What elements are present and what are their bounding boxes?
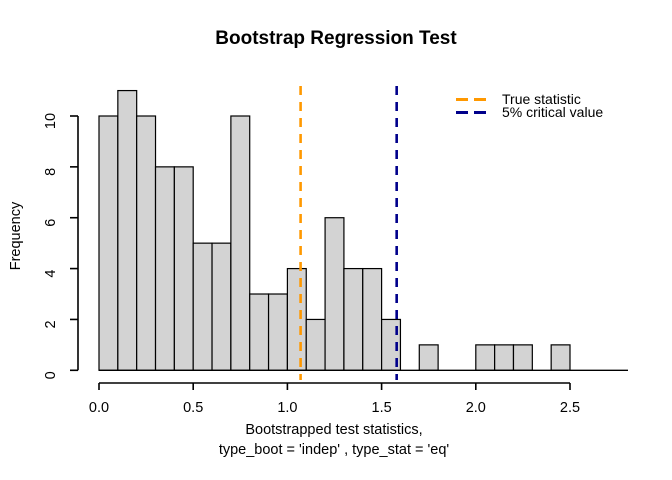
histogram-bar — [550, 344, 571, 371]
histogram-bar — [418, 344, 439, 371]
histogram-bar — [211, 242, 232, 371]
legend-entry-true-statistic: True statistic — [456, 91, 603, 107]
legend-label-true-statistic: True statistic — [502, 91, 581, 107]
legend-label-critical-value: 5% critical value — [502, 104, 604, 120]
legend-entry-critical-value: 5% critical value — [456, 104, 604, 120]
y-tick-label: 0 — [43, 371, 59, 379]
histogram-bar — [117, 89, 138, 371]
histogram-bar — [249, 293, 270, 371]
x-axis-title: Bootstrapped test statistics, type_boot … — [0, 420, 668, 460]
y-tick-label: 4 — [43, 270, 59, 278]
y-tick-label: 10 — [43, 113, 59, 129]
legend: True statistic 5% critical value — [456, 91, 604, 120]
histogram-bar — [305, 318, 326, 371]
histogram-bar — [512, 344, 533, 371]
histogram-bar — [154, 166, 175, 371]
x-tick-label: 0.0 — [89, 400, 109, 416]
histogram-bar — [362, 267, 383, 371]
x-tick-label: 2.5 — [560, 400, 580, 416]
y-tick-label: 2 — [43, 320, 59, 328]
x-tick-label: 1.0 — [277, 400, 297, 416]
x-tick-label: 2.0 — [466, 400, 486, 416]
histogram-bar — [230, 115, 251, 371]
histogram-bar — [475, 344, 496, 371]
x-axis-title-line1: Bootstrapped test statistics, — [245, 422, 423, 438]
histogram-bar — [173, 166, 194, 371]
chart-title: Bootstrap Regression Test — [215, 28, 457, 49]
histogram-bar — [286, 267, 307, 371]
histogram-bar — [192, 242, 213, 371]
x-tick-label: 1.5 — [372, 400, 392, 416]
histogram-bar — [343, 267, 364, 371]
histogram-bar — [136, 115, 157, 371]
histogram-bar — [324, 217, 345, 371]
histogram-bar — [494, 344, 515, 371]
orange-dashed-line-swatch — [456, 98, 488, 101]
y-tick-label: 6 — [43, 219, 59, 227]
x-axis-title-line2: type_boot = 'indep' , type_stat = 'eq' — [218, 442, 450, 458]
y-tick-label: 8 — [43, 168, 59, 176]
histogram-bar — [267, 293, 288, 371]
histogram-bar — [98, 115, 119, 371]
navy-dashed-line-swatch — [456, 111, 488, 114]
x-tick-label: 0.5 — [183, 400, 203, 416]
